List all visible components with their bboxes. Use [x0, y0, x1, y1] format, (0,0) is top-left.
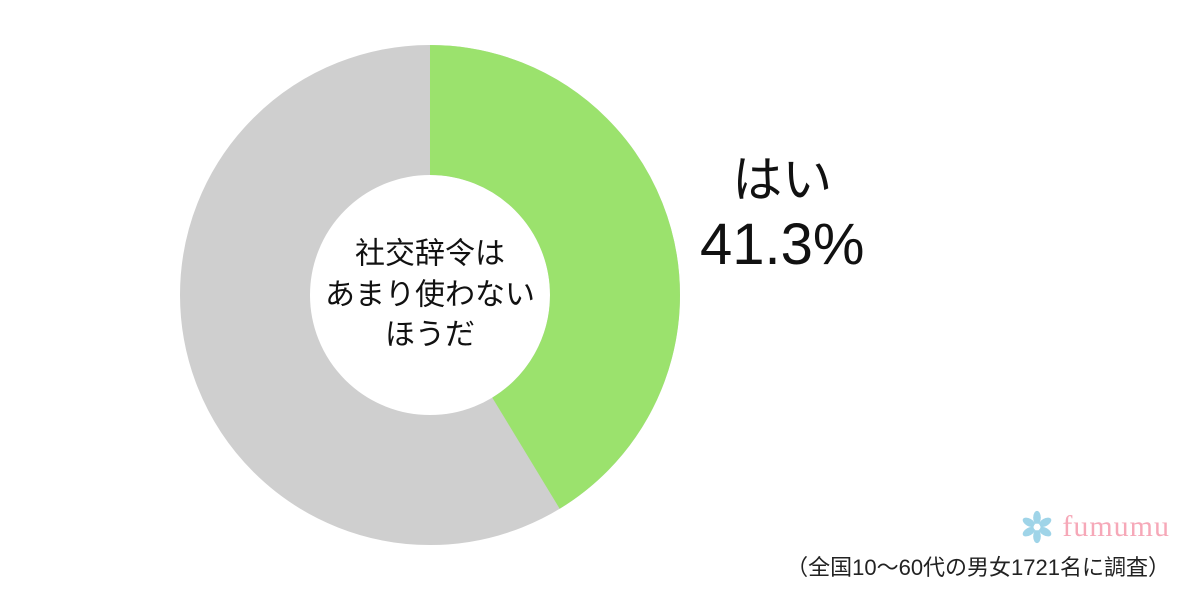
survey-note: （全国10〜60代の男女1721名に調査）	[786, 550, 1170, 582]
donut-chart: 社交辞令はあまり使わないほうだ	[180, 45, 680, 545]
brand-logo: fumumu	[786, 510, 1170, 544]
chart-value-label: はい 41.3%	[700, 150, 864, 280]
brand-name: fumumu	[1062, 510, 1170, 544]
flower-icon	[1020, 510, 1054, 544]
percent-text: 41.3%	[700, 210, 864, 280]
footer: fumumu （全国10〜60代の男女1721名に調査）	[786, 510, 1170, 582]
answer-text: はい	[700, 150, 864, 210]
chart-center-question: 社交辞令はあまり使わないほうだ	[325, 234, 535, 356]
